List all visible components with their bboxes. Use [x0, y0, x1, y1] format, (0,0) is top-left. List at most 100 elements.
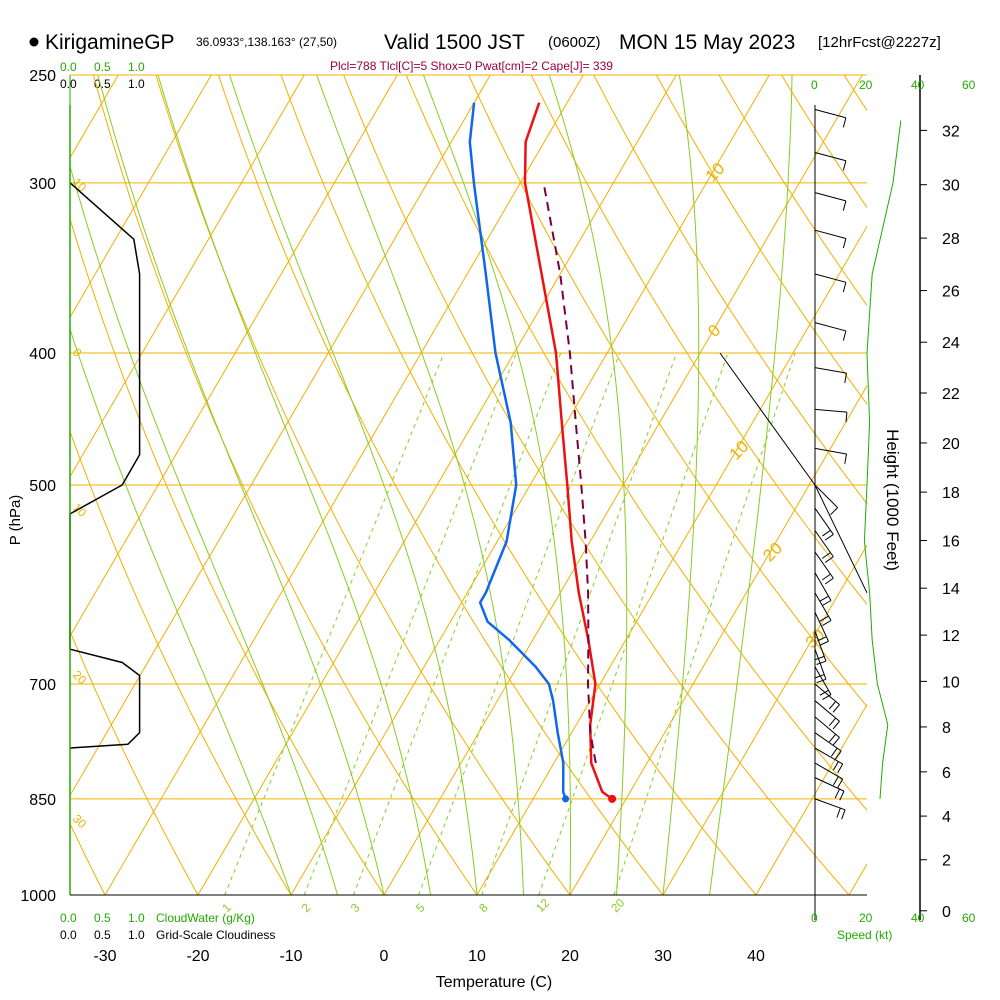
- wind-barb-staff: [814, 507, 834, 535]
- wind-barb-flag: [845, 412, 848, 423]
- isotherm-label-2: 10: [726, 437, 753, 464]
- wind-barb-flag: [842, 160, 847, 171]
- wind-barb-11: [814, 612, 829, 646]
- moist-adiabat-5: [157, 75, 431, 895]
- profile-temperature: [523, 102, 613, 800]
- mixing-ratio-20: [613, 352, 796, 895]
- top-black-scale-1: 0.5: [94, 77, 111, 91]
- moist-adiabat--5: [70, 164, 338, 895]
- title-site: KirigamineGP: [45, 31, 175, 54]
- wind-barb-14: [814, 551, 834, 585]
- wind-barb-15: [814, 530, 834, 563]
- title-date: MON 15 May 2023: [619, 31, 795, 54]
- wind-speed-line: [863, 120, 902, 799]
- wind-barb-staff: [814, 367, 847, 374]
- surface-dewpoint-dot: [562, 795, 570, 803]
- dry-adiabat-80: [530, 75, 867, 606]
- mixing-ratio-label-4: 8: [476, 900, 491, 915]
- dry-adiabat-50: [343, 75, 850, 895]
- mixing-ratio-label-1: 2: [299, 900, 314, 915]
- wind-barb-flag: [814, 674, 825, 679]
- top-green-scale-1: 0.5: [94, 60, 111, 74]
- thermo-grid: [0, 51, 867, 924]
- wind-barb-flag: [814, 655, 825, 661]
- wind-barb-flag: [830, 747, 838, 757]
- dry-adiabat-70: [468, 75, 867, 708]
- dry-adiabat--40: [0, 51, 26, 924]
- speed-top-40: 40: [911, 78, 925, 92]
- mixing-ratio-12: [538, 352, 729, 895]
- speed-top-20: 20: [859, 78, 873, 92]
- panel-edge: [719, 352, 868, 594]
- isotherm-30: [662, 544, 867, 895]
- wind-barb-flag: [835, 750, 842, 760]
- height-tick-20: 20: [942, 436, 960, 453]
- wind-barb-1: [814, 777, 845, 801]
- wind-barb-flag: [824, 556, 834, 563]
- isotherm-0: [383, 75, 863, 895]
- wind-barb-flag: [832, 737, 840, 746]
- wind-barb-staff: [814, 530, 834, 558]
- wind-barb-flag: [816, 660, 827, 665]
- wind-barb-flag: [828, 701, 837, 710]
- height-tick-2: 2: [942, 853, 951, 870]
- speed-bottom-40: 40: [911, 911, 925, 925]
- temperature-tick--10: -10: [279, 948, 302, 965]
- wind-barb-13: [814, 572, 832, 606]
- wind-barb-21: [814, 322, 847, 341]
- wind-barb-flag: [824, 577, 834, 585]
- height-tick-6: 6: [942, 765, 951, 782]
- dry-adiabat-100: [655, 75, 867, 405]
- wind-barb-staff: [814, 273, 847, 283]
- wind-barb-staff: [814, 229, 847, 239]
- temperature-tick--20: -20: [186, 948, 209, 965]
- wind-barb-22: [814, 273, 847, 293]
- wind-barb-flag: [842, 238, 847, 249]
- wind-barb-flag: [832, 720, 840, 730]
- wind-barb-flag: [828, 717, 837, 727]
- dry-adiabat-label-2: 10: [70, 500, 90, 520]
- mixing-ratio-label-2: 3: [348, 900, 363, 915]
- wind-barb-staff: [814, 192, 847, 202]
- moist-adiabat-10: [229, 75, 478, 895]
- wind-barb-staff: [814, 716, 840, 738]
- isotherm--20: [197, 75, 677, 895]
- wind-barb-staff: [814, 447, 847, 455]
- bottom-black-scale-1: 0.5: [94, 928, 111, 942]
- stability-indices: Plcl=788 Tlcl[C]=5 Shox=0 Pwat[cm]=2 Cap…: [330, 59, 613, 73]
- wind-barb-23: [814, 229, 847, 249]
- moist-adiabat-35: [709, 75, 793, 895]
- wind-barb-staff: [814, 612, 829, 642]
- wind-barb-staff: [814, 408, 847, 413]
- height-tick-28: 28: [942, 231, 960, 248]
- bottom-green-scale-2: 1.0: [128, 911, 145, 925]
- height-tick-14: 14: [942, 581, 960, 598]
- wind-barb-flag: [822, 573, 831, 581]
- wind-barb-staff: [814, 777, 845, 792]
- profile-parcel: [542, 182, 597, 764]
- wind-barb-10: [814, 630, 827, 665]
- wind-barb-0: [814, 798, 846, 820]
- wind-barb-25: [814, 152, 847, 171]
- speed-top-60: 60: [962, 78, 976, 92]
- mixing-ratio-label-5: 12: [533, 896, 553, 916]
- height-tick-12: 12: [942, 628, 960, 645]
- wind-barb-24: [814, 192, 847, 211]
- wind-barb-staff: [814, 108, 847, 119]
- wind-barb-flag: [834, 788, 840, 799]
- isotherm--50: [70, 75, 398, 638]
- wind-barb-flag: [819, 640, 829, 646]
- top-green-scale-2: 1.0: [128, 60, 145, 74]
- wind-barb-flag: [816, 678, 827, 684]
- wind-barb-flag: [832, 761, 839, 771]
- isotherm--30: [104, 75, 584, 895]
- moist-adiabat-30: [662, 75, 700, 895]
- dry-adiabat-label-4: 30: [70, 812, 90, 832]
- sounding-profiles: [468, 102, 617, 803]
- mixing-ratio-5: [418, 352, 621, 895]
- wind-barb-19: [814, 408, 848, 423]
- speed-bottom-60: 60: [962, 911, 976, 925]
- wind-barb-flag: [822, 552, 831, 559]
